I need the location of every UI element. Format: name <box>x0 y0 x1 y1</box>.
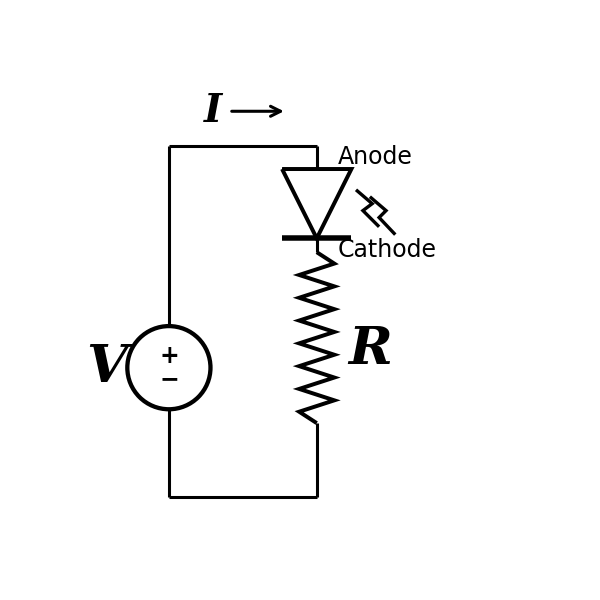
Text: −: − <box>159 367 179 391</box>
Text: R: R <box>348 323 392 374</box>
Text: V: V <box>86 342 127 393</box>
Text: +: + <box>159 344 179 368</box>
Text: Anode: Anode <box>338 145 412 169</box>
Text: Cathode: Cathode <box>338 238 437 262</box>
Polygon shape <box>282 169 352 238</box>
Text: I: I <box>204 92 222 130</box>
